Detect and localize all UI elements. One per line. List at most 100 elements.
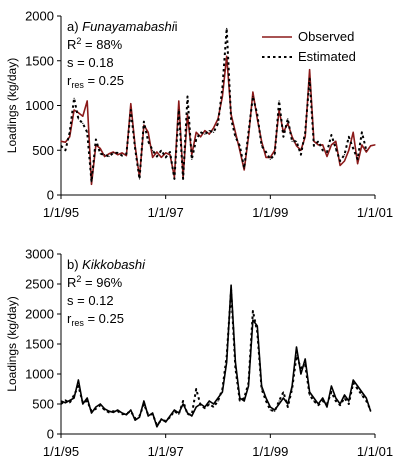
data-point-estimated <box>343 154 346 156</box>
data-point-estimated <box>178 109 180 111</box>
data-point-observed <box>361 144 363 146</box>
data-point-estimated <box>182 400 184 402</box>
data-point-estimated <box>195 138 197 141</box>
data-point-observed <box>173 176 175 178</box>
data-point-estimated <box>256 331 258 333</box>
data-point-estimated <box>221 87 223 89</box>
data-point-observed <box>330 385 332 387</box>
data-point-estimated <box>291 388 293 390</box>
data-point-estimated <box>335 147 337 150</box>
data-point-observed <box>73 109 75 111</box>
data-point-estimated <box>204 407 206 409</box>
data-point-estimated <box>112 152 114 154</box>
y-tick-label: 2000 <box>25 9 54 24</box>
data-point-observed <box>256 118 258 120</box>
data-point-estimated <box>234 367 236 369</box>
data-point-observed <box>335 397 337 399</box>
series-line-estimated <box>60 289 372 426</box>
data-point-estimated <box>365 149 367 151</box>
x-tick-label: 1/1/97 <box>148 444 184 459</box>
data-point-estimated <box>217 122 219 124</box>
data-point-estimated <box>108 411 110 413</box>
data-point-estimated <box>86 400 88 402</box>
data-point-estimated <box>317 404 319 406</box>
data-point-estimated <box>282 136 284 138</box>
data-point-estimated <box>309 394 311 396</box>
data-point-estimated <box>208 130 210 132</box>
data-point-estimated <box>365 400 367 402</box>
data-point-observed <box>208 400 210 402</box>
data-point-estimated <box>182 178 184 180</box>
data-point-estimated <box>112 410 114 412</box>
data-point-estimated <box>200 131 202 133</box>
data-point-observed <box>265 397 267 399</box>
data-point-observed <box>300 373 302 375</box>
y-tick-label: 500 <box>32 397 54 412</box>
data-point-observed <box>252 319 254 321</box>
data-point-estimated <box>125 413 127 415</box>
data-point-estimated <box>86 131 88 133</box>
data-point-estimated <box>304 131 306 133</box>
data-point-observed <box>160 418 162 420</box>
data-point-estimated <box>269 409 271 411</box>
data-point-estimated <box>121 155 123 157</box>
data-point-estimated <box>213 131 215 133</box>
y-tick-label: 1500 <box>25 337 54 352</box>
data-point-estimated <box>269 158 271 160</box>
data-point-estimated <box>117 152 119 154</box>
data-point-observed <box>169 415 171 417</box>
data-point-estimated <box>309 78 311 80</box>
data-point-observed <box>247 385 250 387</box>
data-point-estimated <box>339 160 341 162</box>
data-point-observed <box>99 147 101 150</box>
data-point-observed <box>95 406 97 408</box>
data-point-estimated <box>191 158 193 160</box>
data-point-observed <box>274 149 276 151</box>
data-point-estimated <box>230 118 232 120</box>
data-point-estimated <box>121 413 123 415</box>
data-point-observed <box>213 127 215 129</box>
data-point-estimated <box>130 410 132 412</box>
data-point-estimated <box>300 154 302 156</box>
data-point-estimated <box>287 118 289 120</box>
data-point-observed <box>86 100 88 102</box>
data-point-observed <box>108 153 110 155</box>
data-point-observed <box>60 400 62 402</box>
s-value-label: s = 0.18 <box>67 55 114 70</box>
data-point-estimated <box>200 404 202 406</box>
r-res-label: rres = 0.25 <box>67 73 124 90</box>
y-tick-label: 1500 <box>25 53 54 68</box>
data-point-estimated <box>226 355 228 357</box>
data-point-estimated <box>357 388 359 390</box>
data-point-observed <box>125 155 127 157</box>
data-point-observed <box>208 133 210 135</box>
data-point-observed <box>121 152 123 154</box>
chart-panel-2: 0 500 1000 1500 2000 2500 3000 1/1/95 1/1/97 1/1/… <box>5 247 393 460</box>
data-point-estimated <box>278 400 280 402</box>
data-point-observed <box>73 397 75 399</box>
data-point-observed <box>295 145 298 147</box>
data-point-observed <box>117 154 119 156</box>
data-point-observed <box>322 144 324 146</box>
data-point-observed <box>304 358 306 360</box>
data-point-estimated <box>73 394 75 396</box>
data-point-observed <box>357 163 359 165</box>
data-point-observed <box>156 151 158 153</box>
data-point-estimated <box>160 149 162 151</box>
data-point-estimated <box>278 100 280 102</box>
data-point-observed <box>125 414 127 416</box>
x-tick-label: 1/1/99 <box>252 444 288 459</box>
data-point-observed <box>322 397 324 399</box>
data-point-observed <box>60 140 62 142</box>
x-tick-label: 1/1/99 <box>252 205 288 220</box>
data-point-observed <box>295 346 298 348</box>
y-tick-label: 500 <box>32 143 54 158</box>
data-point-estimated <box>330 391 332 393</box>
data-point-estimated <box>134 147 136 150</box>
data-point-estimated <box>291 140 293 142</box>
data-point-observed <box>352 131 354 133</box>
data-point-observed <box>173 409 175 411</box>
data-point-observed <box>90 412 93 414</box>
data-point-observed <box>365 397 367 399</box>
r-squared-label: R2 = 96% <box>67 274 123 290</box>
